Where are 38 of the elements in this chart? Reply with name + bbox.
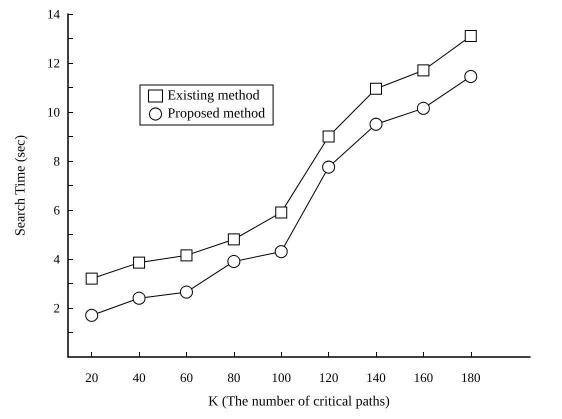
x-tick-label: 40 [132,370,146,385]
x-tick-label: 100 [271,370,291,385]
point [417,64,430,76]
x-tick-label: 140 [366,370,386,385]
y-tick-label: 8 [54,154,60,168]
x-tick-label: 60 [180,370,193,385]
point [322,160,336,174]
point [464,70,478,83]
point [275,206,288,218]
legend-label: Proposed method [168,106,266,122]
point [370,118,382,131]
point [322,130,335,142]
point [274,245,288,258]
x-tick-label: 20 [85,370,98,385]
y-tick-label: 6 [54,202,60,218]
point [416,102,430,115]
point [85,308,98,322]
x-tick-label: 160 [414,370,434,385]
point [132,292,146,305]
x-tick-label: 80 [227,370,240,385]
point [370,82,382,95]
y-tick-label: 10 [47,104,60,120]
y-tick-label: 12 [47,56,60,70]
legend-label: Existing method [168,88,260,104]
y-axis-title: Search Time (sec) [14,134,28,236]
y-tick-label: 14 [47,6,60,22]
x-tick-label: 180 [461,370,481,385]
x-axis-title: K (The number of critical paths) [208,394,390,410]
x-tick-label: 120 [318,370,338,385]
point [227,254,240,268]
y-tick-label: 2 [54,300,60,316]
point [180,286,193,299]
point [464,30,477,42]
point [180,249,192,262]
point [228,233,240,246]
y-tick-label: 4 [54,252,60,266]
point [133,256,146,269]
point [86,272,98,285]
